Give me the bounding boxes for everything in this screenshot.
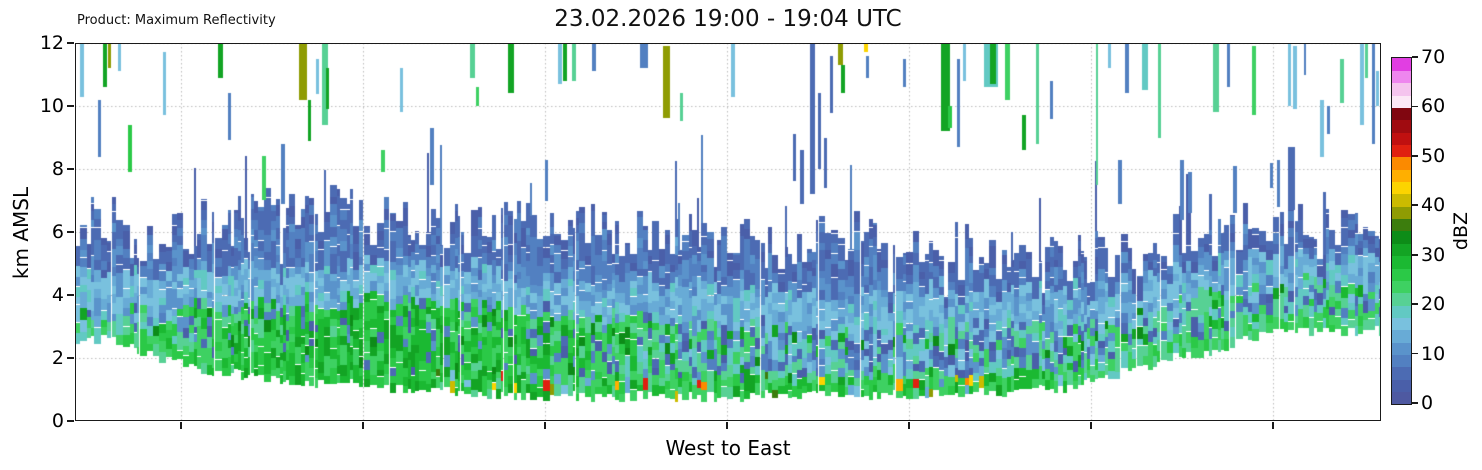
y-tick-mark (67, 231, 74, 233)
colorbar-tick-mark (1412, 204, 1418, 207)
x-tick-mark (544, 422, 546, 429)
colorbar-segment (1392, 132, 1411, 145)
colorbar-tick-mark (1412, 402, 1418, 404)
radar-canvas (75, 43, 1381, 421)
colorbar-tick-label: 40 (1421, 194, 1446, 217)
y-tick-label: 6 (51, 221, 64, 243)
colorbar-segment (1392, 169, 1411, 183)
colorbar-tick-mark (1412, 352, 1418, 355)
colorbar-tick-mark (1412, 253, 1418, 256)
colorbar-tick-label: 10 (1421, 342, 1446, 365)
colorbar-tick-mark (1412, 303, 1418, 305)
colorbar-tick-mark (1412, 56, 1418, 58)
y-tick-mark (67, 42, 74, 44)
y-tick-label: 12 (39, 32, 64, 54)
colorbar-tick-label: 30 (1421, 243, 1446, 266)
colorbar-segment (1392, 317, 1411, 331)
colorbar-segment (1392, 181, 1411, 195)
colorbar-segment (1392, 107, 1411, 121)
y-tick-label: 8 (51, 158, 64, 180)
colorbar-segment (1392, 305, 1411, 318)
colorbar-tick-mark (1412, 155, 1418, 157)
y-tick-label: 4 (51, 284, 64, 306)
x-tick-mark (180, 422, 182, 429)
colorbar-segment (1392, 268, 1411, 281)
x-tick-mark (726, 422, 728, 429)
y-tick-label: 10 (39, 95, 64, 117)
colorbar-segment (1392, 243, 1411, 257)
colorbar-segment (1392, 95, 1411, 108)
colorbar-segment (1392, 193, 1411, 207)
colorbar-segment (1392, 206, 1411, 220)
colorbar-tick-label: 50 (1421, 144, 1446, 167)
colorbar-segment (1392, 366, 1411, 380)
y-tick-mark (67, 105, 74, 107)
x-axis-label: West to East (665, 436, 791, 460)
y-tick-label: 0 (51, 410, 64, 432)
colorbar (1391, 57, 1412, 405)
colorbar-segment (1392, 70, 1411, 84)
x-tick-mark (908, 422, 910, 429)
y-tick-mark (67, 420, 74, 422)
colorbar-tick-label: 60 (1421, 95, 1446, 118)
colorbar-tick-label: 70 (1421, 46, 1446, 68)
colorbar-segment (1392, 58, 1411, 71)
x-tick-mark (1272, 422, 1274, 429)
colorbar-segment (1392, 292, 1411, 306)
colorbar-segment (1392, 144, 1411, 158)
colorbar-segment (1392, 329, 1411, 343)
colorbar-segment (1392, 342, 1411, 356)
colorbar-segment (1392, 231, 1411, 244)
chart-title: 23.02.2026 19:00 - 19:04 UTC (554, 6, 902, 32)
colorbar-label: dBZ (1450, 211, 1472, 251)
y-tick-label: 2 (51, 347, 64, 369)
colorbar-segment (1392, 218, 1411, 232)
colorbar-segment (1392, 354, 1411, 368)
colorbar-segment (1392, 255, 1411, 269)
x-tick-mark (1090, 422, 1092, 429)
x-tick-mark (362, 422, 364, 429)
colorbar-tick-label: 20 (1421, 293, 1446, 316)
y-tick-mark (67, 294, 74, 296)
colorbar-segment (1392, 379, 1411, 393)
colorbar-segment (1392, 280, 1411, 294)
colorbar-segment (1392, 391, 1411, 405)
colorbar-segment (1392, 82, 1411, 96)
y-tick-mark (67, 168, 74, 170)
y-tick-mark (67, 357, 74, 359)
colorbar-tick-label: 0 (1421, 392, 1434, 414)
colorbar-segment (1392, 156, 1411, 170)
colorbar-segment (1392, 119, 1411, 133)
plot-area (75, 43, 1381, 421)
colorbar-tick-mark (1412, 105, 1418, 108)
product-label: Product: Maximum Reflectivity (77, 13, 276, 28)
